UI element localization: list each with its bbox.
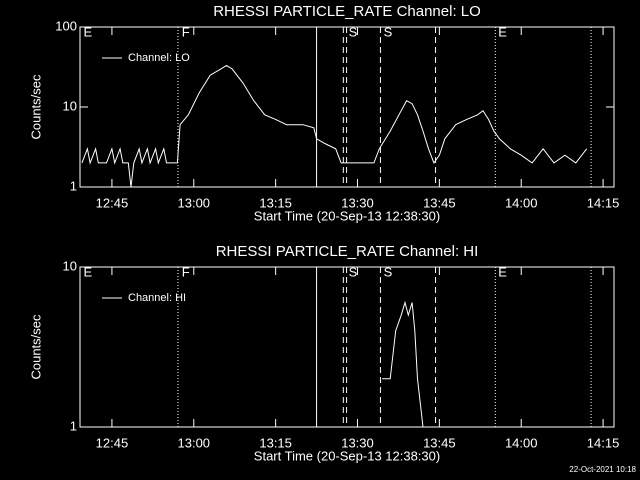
chart-title: RHESSI PARTICLE_RATE Channel: HI — [216, 243, 479, 260]
x-tick-label: 13:45 — [423, 195, 456, 210]
y-axis-label: Counts/sec — [28, 314, 43, 380]
x-tick-label: 14:00 — [505, 435, 538, 450]
x-tick-label: 13:15 — [259, 195, 292, 210]
x-tick-label: 14:15 — [587, 435, 620, 450]
event-label: S — [349, 24, 358, 39]
x-axis-label: Start Time (20-Sep-13 12:38:30) — [254, 448, 440, 463]
x-tick-label: 14:00 — [505, 195, 538, 210]
event-label: S — [384, 264, 393, 279]
x-tick-label: 12:45 — [96, 435, 129, 450]
y-tick-label: 1 — [70, 418, 77, 433]
x-tick-label: 13:30 — [341, 435, 374, 450]
x-tick-label: 13:15 — [259, 435, 292, 450]
x-tick-label: 13:00 — [178, 195, 211, 210]
y-tick-label: 10 — [63, 258, 77, 273]
event-label: E — [83, 264, 92, 279]
y-axis-label: Counts/sec — [28, 74, 43, 140]
event-label: E — [83, 24, 92, 39]
footer-timestamp: 22-Oct-2021 10:18 — [569, 465, 636, 474]
x-tick-label: 13:30 — [341, 195, 374, 210]
x-tick-label: 12:45 — [96, 195, 129, 210]
y-tick-label: 1 — [70, 178, 77, 193]
legend-label: Channel: LO — [128, 52, 190, 64]
x-tick-label: 13:00 — [178, 435, 211, 450]
series-line — [382, 300, 424, 428]
event-label: F — [182, 24, 190, 39]
x-tick-label: 14:15 — [587, 195, 620, 210]
chart-title: RHESSI PARTICLE_RATE Channel: LO — [213, 3, 481, 20]
event-label: S — [384, 24, 393, 39]
event-label: E — [498, 264, 507, 279]
legend-label: Channel: HI — [128, 292, 186, 304]
event-label: S — [349, 264, 358, 279]
x-axis-label: Start Time (20-Sep-13 12:38:30) — [254, 208, 440, 223]
series-line — [81, 64, 588, 188]
y-tick-label: 100 — [55, 18, 77, 33]
x-tick-label: 13:45 — [423, 435, 456, 450]
event-label: F — [182, 264, 190, 279]
event-label: E — [498, 24, 507, 39]
y-tick-label: 10 — [63, 98, 77, 113]
